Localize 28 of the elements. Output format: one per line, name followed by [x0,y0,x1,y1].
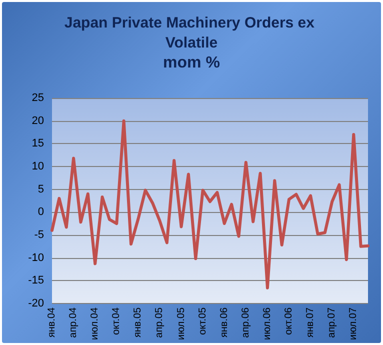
y-tick-label: -10 [28,252,44,264]
x-tick-label: апр.06 [240,306,252,338]
x-tick-label: июл.04 [90,306,101,340]
x-tick-label: июл.06 [262,306,273,340]
x-tick-label: апр.04 [68,306,80,338]
y-tick-label: 10 [32,160,44,172]
y-tick-label: -5 [34,228,44,241]
y-tick-label: 5 [38,183,44,196]
line-series [50,119,370,290]
y-tick-label: -15 [28,274,44,287]
x-tick-label: июл.05 [176,306,187,340]
y-tick-label: -20 [28,297,44,310]
x-tick-label: июл.07 [348,306,360,340]
y-tick-label: 0 [38,206,44,218]
x-tick-label: янв.06 [218,306,230,338]
x-tick-label: янв.05 [132,306,144,338]
chart-title: Japan Private Machinery Orders ex Volatile [64,14,319,52]
x-tick-label: апр.07 [326,306,338,338]
chart-subtitle: mom % [163,54,220,72]
x-tick-label: янв.04 [46,306,58,338]
y-tick-label: 15 [32,138,44,150]
x-tick-label: окт.05 [197,306,208,335]
y-tick-label: 25 [32,92,44,104]
x-tick-label: апр.05 [154,306,166,338]
y-tick-label: 20 [32,114,44,127]
x-tick-label: окт.06 [284,306,294,335]
x-tick-label: окт.04 [111,306,122,335]
x-tick-label: янв.07 [305,306,316,338]
